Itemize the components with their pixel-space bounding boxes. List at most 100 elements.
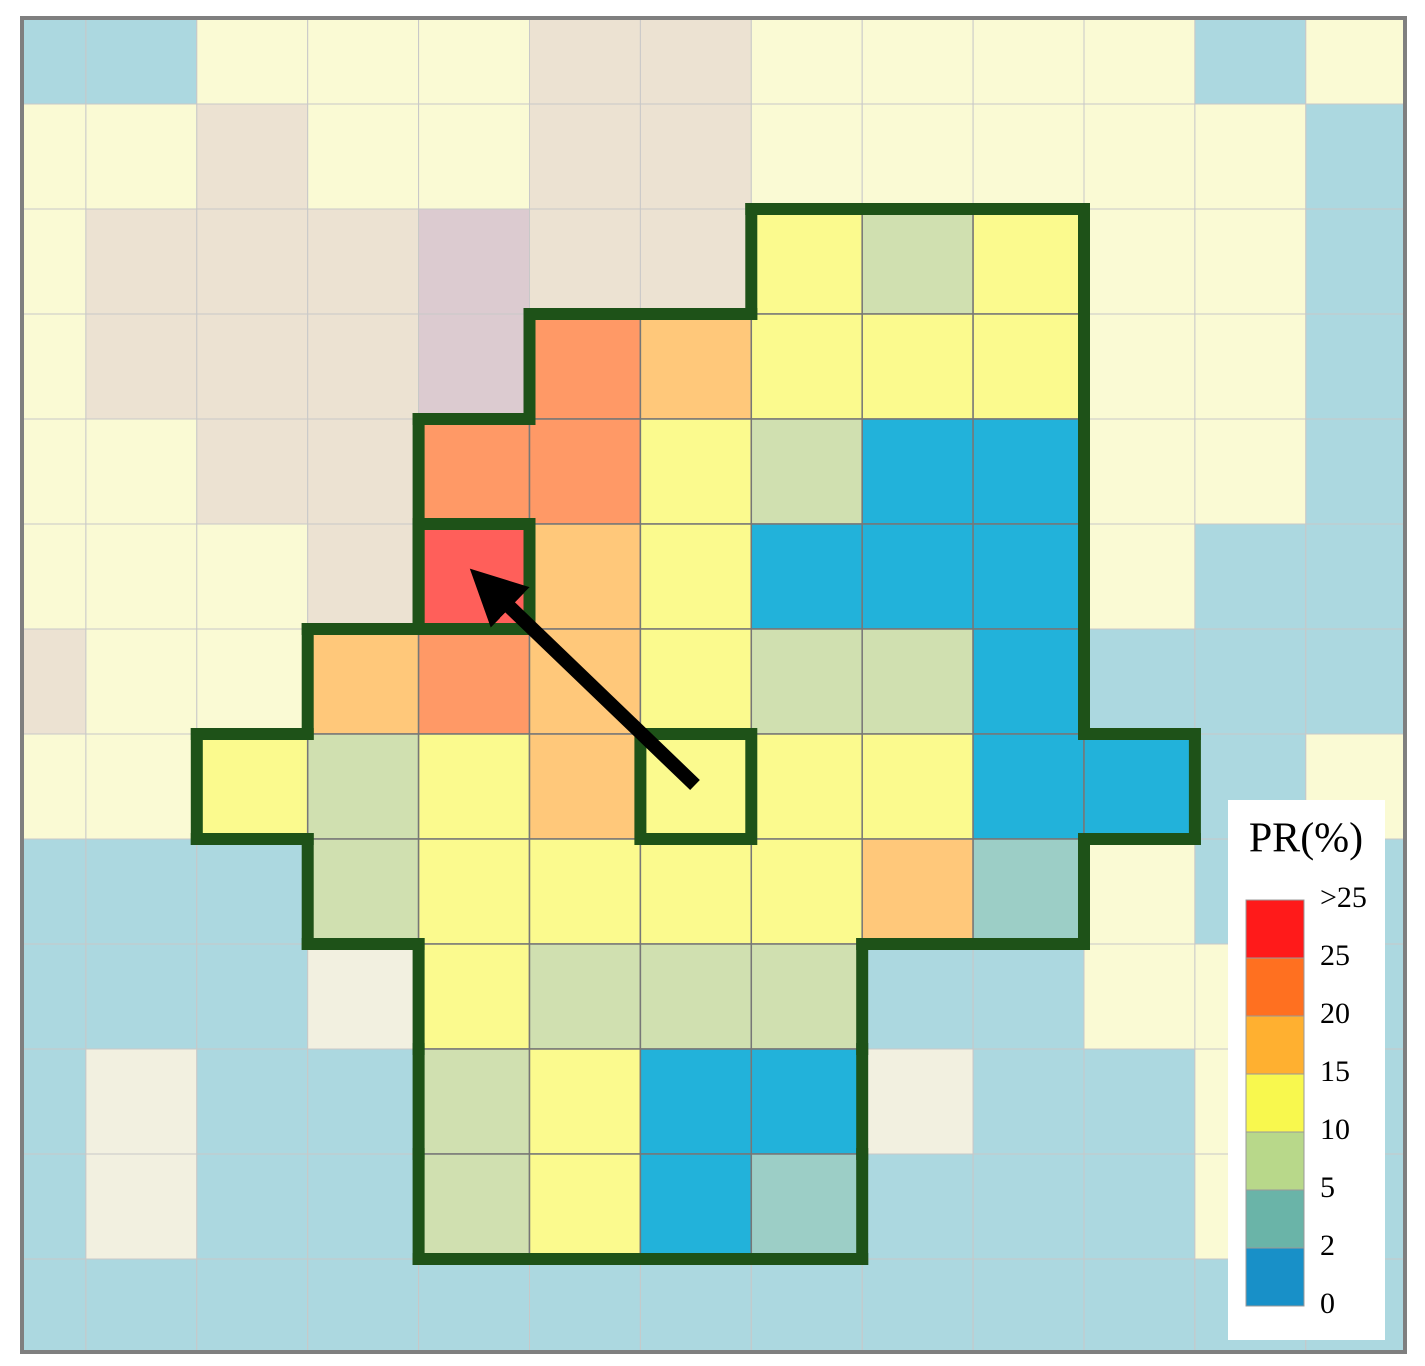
bg-cell bbox=[196, 313, 309, 420]
bg-cell bbox=[1194, 523, 1307, 630]
bg-cell bbox=[418, 208, 531, 315]
bg-cell bbox=[307, 103, 420, 210]
cell bbox=[861, 418, 974, 525]
bg-cell bbox=[22, 208, 87, 315]
bg-cell bbox=[22, 733, 87, 840]
cell bbox=[417, 418, 531, 525]
legend-swatch bbox=[1245, 1073, 1305, 1133]
bg-cell bbox=[196, 1048, 309, 1155]
bg-cell bbox=[22, 313, 87, 420]
cell bbox=[528, 313, 642, 420]
bg-cell bbox=[529, 103, 641, 210]
legend-label: 20 bbox=[1320, 997, 1350, 1030]
bg-cell bbox=[1305, 103, 1405, 210]
bg-cell bbox=[639, 1258, 752, 1352]
bg-cell bbox=[1083, 418, 1196, 525]
bg-cell bbox=[196, 628, 309, 735]
cell bbox=[861, 628, 974, 735]
cell bbox=[528, 523, 642, 630]
arrow bbox=[469, 568, 700, 791]
cell bbox=[639, 1048, 753, 1155]
legend-swatch bbox=[1245, 1189, 1305, 1249]
bg-cell bbox=[85, 838, 198, 945]
bg-cell bbox=[85, 628, 198, 735]
cell bbox=[750, 943, 863, 1050]
bg-cell bbox=[196, 838, 309, 945]
cell bbox=[306, 733, 420, 840]
study-area-grid bbox=[196, 208, 1196, 1260]
bg-cell bbox=[85, 418, 198, 525]
cell bbox=[750, 1048, 863, 1155]
bg-cell bbox=[418, 18, 531, 105]
bg-cell bbox=[1083, 103, 1196, 210]
bg-cell bbox=[307, 1153, 420, 1260]
bg-cell bbox=[307, 313, 420, 420]
bg-cell bbox=[1083, 208, 1196, 315]
cell bbox=[639, 943, 753, 1050]
cell bbox=[972, 523, 1085, 630]
bg-cell bbox=[639, 103, 752, 210]
legend-swatch bbox=[1245, 1131, 1305, 1191]
cell bbox=[750, 418, 863, 525]
bg-cell bbox=[972, 103, 1085, 210]
cell bbox=[1083, 733, 1196, 840]
cell bbox=[972, 208, 1085, 315]
bg-cell bbox=[972, 18, 1085, 105]
cell bbox=[417, 628, 531, 735]
bg-cell bbox=[529, 1258, 641, 1352]
cell bbox=[861, 733, 974, 840]
bg-cell bbox=[1194, 103, 1307, 210]
bg-cell bbox=[972, 1153, 1085, 1260]
legend-label: 15 bbox=[1320, 1055, 1350, 1088]
bg-cell bbox=[196, 1153, 309, 1260]
cell bbox=[972, 733, 1085, 840]
bg-cell bbox=[22, 943, 87, 1050]
bg-cell bbox=[1083, 943, 1196, 1050]
cell bbox=[417, 733, 531, 840]
bg-cell bbox=[22, 418, 87, 525]
bg-cell bbox=[196, 418, 309, 525]
bg-cell bbox=[861, 943, 974, 1050]
cell bbox=[417, 1153, 531, 1260]
bg-cell bbox=[750, 1258, 863, 1352]
legend-swatch bbox=[1245, 899, 1305, 959]
cell bbox=[861, 838, 974, 945]
bg-cell bbox=[196, 1258, 309, 1352]
legend-label: 0 bbox=[1320, 1287, 1335, 1320]
bg-cell bbox=[1083, 523, 1196, 630]
bg-cell bbox=[1305, 523, 1405, 630]
highlight-cell bbox=[634, 728, 758, 845]
bg-cell bbox=[196, 208, 309, 315]
bg-cell bbox=[307, 943, 420, 1050]
bg-cell bbox=[307, 1048, 420, 1155]
bg-cell bbox=[22, 1258, 87, 1352]
legend-title: PR(%) bbox=[1249, 816, 1363, 862]
bg-cell bbox=[85, 1048, 198, 1155]
bg-cell bbox=[1083, 1153, 1196, 1260]
bg-cell bbox=[639, 18, 752, 105]
bg-cell bbox=[972, 1258, 1085, 1352]
cell bbox=[972, 418, 1085, 525]
bg-cell bbox=[307, 418, 420, 525]
cell bbox=[972, 838, 1085, 945]
cell bbox=[750, 1153, 863, 1260]
legend-swatch bbox=[1245, 957, 1305, 1017]
cell bbox=[639, 628, 753, 735]
bg-cell bbox=[418, 1258, 531, 1352]
cell bbox=[528, 733, 642, 840]
bg-cell bbox=[1083, 313, 1196, 420]
bg-cell bbox=[1305, 418, 1405, 525]
cell bbox=[417, 838, 531, 945]
legend-swatch bbox=[1245, 1015, 1305, 1075]
cell bbox=[750, 838, 863, 945]
legend-label: >25 bbox=[1320, 881, 1367, 914]
bg-cell bbox=[972, 943, 1085, 1050]
cell bbox=[972, 313, 1085, 420]
cell bbox=[528, 1153, 642, 1260]
cell bbox=[306, 628, 420, 735]
bg-cell bbox=[1305, 18, 1405, 105]
cell bbox=[639, 418, 753, 525]
cell bbox=[750, 733, 863, 840]
bg-cell bbox=[1083, 628, 1196, 735]
bg-cell bbox=[85, 18, 198, 105]
